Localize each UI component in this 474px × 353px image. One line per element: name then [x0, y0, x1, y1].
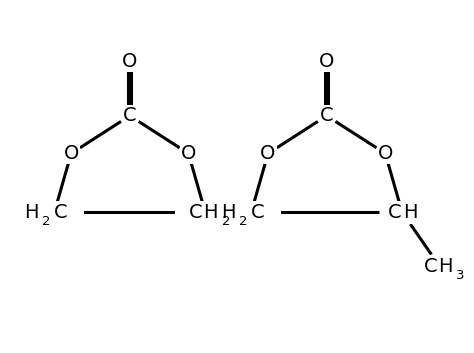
Text: C: C	[424, 257, 438, 276]
Text: O: O	[260, 144, 276, 163]
Text: H: H	[438, 257, 453, 276]
Text: O: O	[319, 52, 334, 71]
Text: O: O	[378, 144, 393, 163]
Text: O: O	[181, 144, 196, 163]
Text: C: C	[388, 203, 401, 222]
Text: O: O	[122, 52, 137, 71]
Text: 2: 2	[222, 215, 230, 228]
Text: H: H	[221, 203, 236, 222]
Text: C: C	[251, 203, 264, 222]
Text: C: C	[189, 203, 203, 222]
Text: 2: 2	[42, 215, 50, 228]
Text: C: C	[320, 106, 334, 125]
Text: 2: 2	[238, 215, 247, 228]
Text: O: O	[64, 144, 79, 163]
Text: H: H	[403, 203, 418, 222]
Text: 3: 3	[456, 269, 465, 282]
Text: H: H	[203, 203, 218, 222]
Text: C: C	[123, 106, 137, 125]
Text: C: C	[54, 203, 67, 222]
Text: H: H	[24, 203, 39, 222]
